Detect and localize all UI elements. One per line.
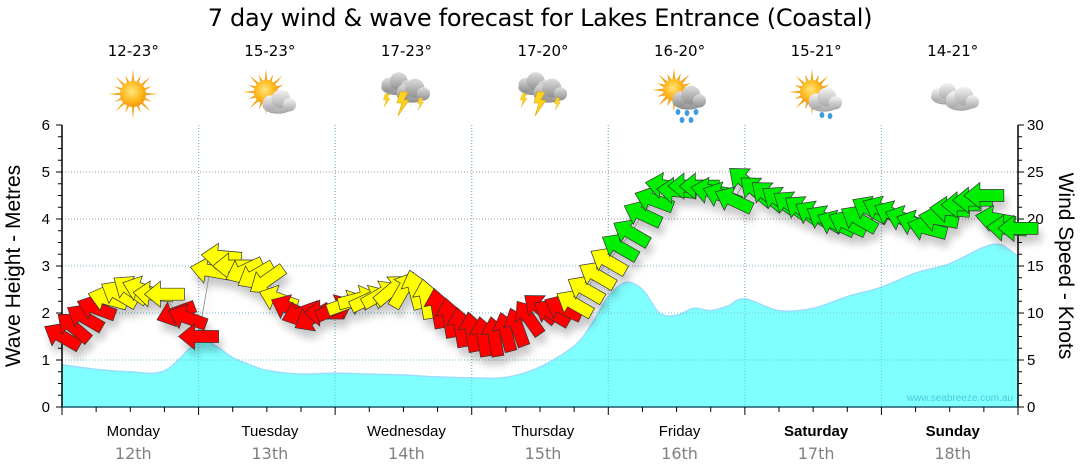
y-tick-label: 4 — [42, 211, 50, 228]
y-axis-title: Wave Height - Metres — [2, 165, 25, 367]
wave-line — [61, 243, 1019, 380]
day-forecast-tuesday: 15-23° — [220, 42, 320, 126]
wind-arrow-shape — [907, 214, 949, 241]
y-tick-label: 2 — [42, 305, 50, 322]
temperature-range: 16-20° — [654, 42, 706, 60]
wind-arrow-shape — [178, 322, 219, 351]
wind-arrow — [250, 263, 288, 294]
wind-arrow — [567, 275, 607, 306]
y-tick-label: 3 — [42, 258, 50, 275]
x-day-label: Thursday — [512, 423, 575, 440]
x-day-label: Monday — [107, 423, 161, 440]
wind-arrow — [556, 289, 595, 320]
wind-arrow — [590, 247, 630, 277]
cloud-icon — [930, 82, 979, 111]
x-date-label: 13th — [251, 444, 288, 463]
wind-arrow — [579, 261, 618, 292]
y-tick-label: 5 — [42, 164, 50, 181]
y2-tick-label: 10 — [1027, 305, 1044, 322]
x-date-label: 14th — [388, 444, 425, 463]
temperature-range: 17-23° — [380, 42, 432, 60]
wind-arrow-shape — [840, 205, 880, 235]
y-tick-label: 1 — [42, 352, 50, 369]
x-day-label: Wednesday — [367, 423, 446, 440]
wind-arrow-shape — [714, 186, 755, 215]
wind-arrow — [178, 322, 219, 351]
temperature-range: 15-21° — [790, 42, 842, 60]
y2-tick-label: 25 — [1027, 164, 1044, 181]
y2-tick-label: 15 — [1027, 258, 1044, 275]
wind-arrow — [714, 186, 755, 215]
wind-arrow — [167, 303, 209, 331]
wind-arrow-shape — [66, 303, 106, 334]
y-tick-label: 0 — [42, 399, 50, 416]
wind-arrow — [143, 280, 185, 308]
thunderstorm-icon — [518, 72, 568, 117]
wind-series — [44, 168, 1039, 358]
wind-arrow-shape — [623, 200, 664, 229]
x-day-label: Sunday — [926, 423, 981, 440]
temperature-range: 12-23° — [107, 42, 159, 60]
wind-arrow-shape — [601, 233, 641, 263]
x-date-label: 18th — [934, 444, 971, 463]
day-forecast-sunday: 14-21° — [903, 42, 1003, 126]
wind-arrow — [601, 233, 641, 263]
day-forecast-saturday: 15-21° — [766, 42, 866, 126]
x-date-label: 17th — [798, 444, 835, 463]
wind-arrow — [66, 303, 106, 334]
wind-arrow-shape — [613, 219, 652, 249]
x-day-label: Friday — [659, 423, 701, 440]
wind-arrow-shape — [590, 247, 630, 277]
temperature-range: 15-23° — [244, 42, 296, 60]
sun-icon — [108, 69, 159, 119]
x-date-label: 16th — [661, 444, 698, 463]
wind-arrow — [963, 181, 1005, 210]
wind-arrow-shape — [963, 181, 1005, 210]
x-date-label: 12th — [115, 444, 152, 463]
thunderstorm-icon — [381, 72, 431, 117]
x-date-label: 15th — [525, 444, 562, 463]
day-forecast-friday: 16-20° — [630, 42, 730, 126]
sun-cloud-rain-icon — [651, 68, 706, 123]
x-day-label: Tuesday — [241, 423, 298, 440]
wind-arrow-shape — [250, 263, 288, 294]
wind-arrow-shape — [567, 275, 607, 306]
wind-arrow-shape — [997, 214, 1039, 243]
chart-title: 7 day wind & wave forecast for Lakes Ent… — [207, 4, 873, 32]
y-tick-label: 6 — [42, 117, 50, 134]
y2-tick-label: 5 — [1027, 352, 1035, 369]
axes: 0123456051015202530Monday12thTuesday13th… — [42, 117, 1044, 463]
wind-arrow — [840, 205, 880, 235]
wind-arrow-shape — [167, 303, 209, 331]
wind-arrow-shape — [76, 294, 118, 322]
wave-area — [62, 244, 1018, 407]
sun-cloud-showers-icon — [789, 69, 843, 119]
wind-arrow — [76, 294, 118, 322]
y2-tick-label: 0 — [1027, 399, 1035, 416]
temperature-range: 17-20° — [517, 42, 569, 60]
sun-cloud-icon — [242, 69, 296, 115]
temperature-range: 14-21° — [927, 42, 979, 60]
day-forecast-monday: 12-23° — [83, 42, 183, 126]
wind-arrow — [997, 214, 1039, 243]
day-forecast-wednesday: 17-23° — [356, 42, 456, 126]
wind-arrow — [57, 313, 94, 346]
watermark: www.seabreeze.com.au — [906, 393, 1013, 404]
wind-arrow — [613, 219, 652, 249]
x-day-label: Saturday — [784, 423, 849, 440]
wind-arrow-shape — [57, 313, 94, 346]
wind-arrow — [623, 200, 664, 229]
day-forecast-thursday: 17-20° — [493, 42, 593, 126]
wind-arrow — [907, 214, 949, 241]
wind-arrow-shape — [143, 280, 185, 308]
wind-arrow-shape — [579, 261, 618, 292]
wind-arrow-shape — [556, 289, 595, 320]
y2-tick-label: 30 — [1027, 117, 1044, 134]
y2-axis-title: Wind Speed - Knots — [1054, 173, 1077, 360]
